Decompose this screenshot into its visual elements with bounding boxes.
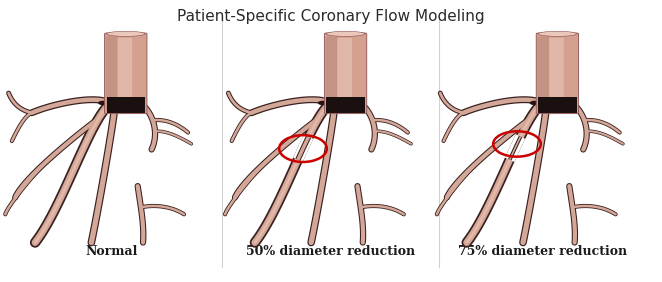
Circle shape <box>530 101 540 105</box>
Ellipse shape <box>107 31 145 36</box>
FancyBboxPatch shape <box>324 33 367 114</box>
Circle shape <box>98 101 109 105</box>
Bar <box>326 97 365 113</box>
Text: 75% diameter reduction: 75% diameter reduction <box>458 245 628 258</box>
Bar <box>107 97 145 113</box>
Ellipse shape <box>538 31 577 36</box>
Bar <box>538 97 577 113</box>
FancyBboxPatch shape <box>117 38 132 109</box>
Ellipse shape <box>326 31 365 36</box>
FancyBboxPatch shape <box>549 38 564 109</box>
FancyBboxPatch shape <box>538 36 549 110</box>
Text: Normal: Normal <box>85 245 138 258</box>
FancyBboxPatch shape <box>536 33 579 114</box>
FancyBboxPatch shape <box>105 33 147 114</box>
FancyBboxPatch shape <box>337 38 352 109</box>
Text: Patient-Specific Coronary Flow Modeling: Patient-Specific Coronary Flow Modeling <box>177 9 485 24</box>
FancyBboxPatch shape <box>326 36 338 110</box>
Text: 50% diameter reduction: 50% diameter reduction <box>246 245 416 258</box>
Circle shape <box>318 101 328 105</box>
FancyBboxPatch shape <box>106 36 118 110</box>
